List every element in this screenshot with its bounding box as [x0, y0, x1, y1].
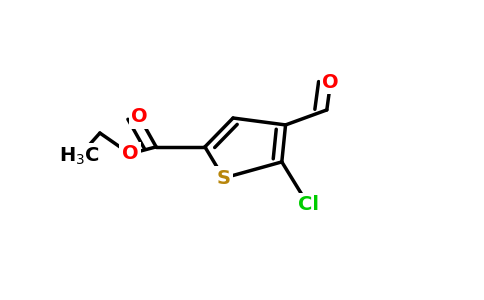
- Text: Cl: Cl: [298, 195, 318, 214]
- Text: S: S: [217, 169, 231, 188]
- Text: O: O: [322, 73, 339, 92]
- Text: O: O: [121, 144, 138, 163]
- Text: O: O: [131, 107, 148, 126]
- Text: H$_3$C: H$_3$C: [59, 146, 100, 167]
